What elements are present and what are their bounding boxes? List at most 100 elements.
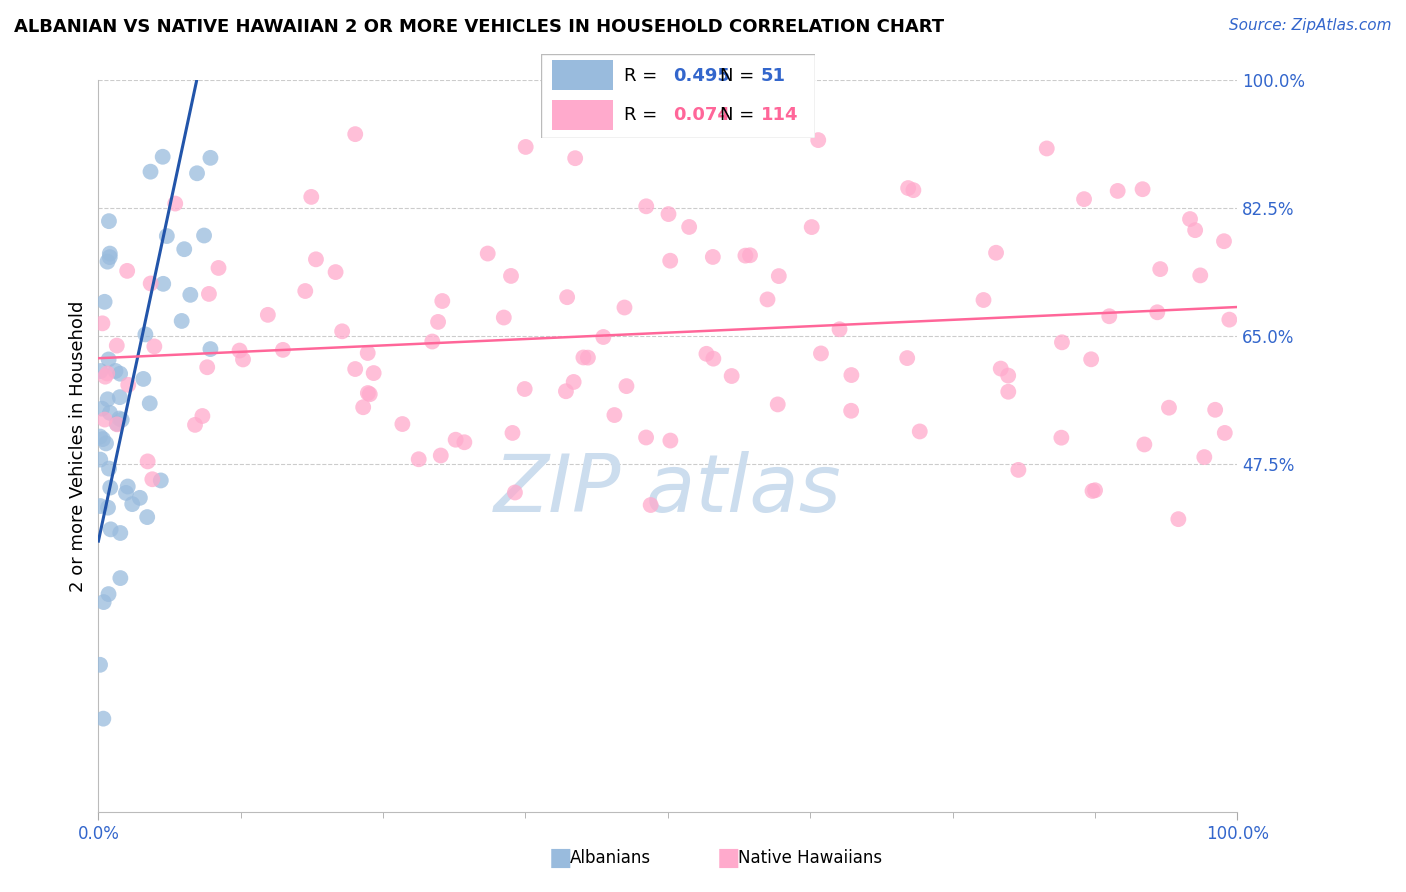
Point xyxy=(1081,483,1104,498)
Point xyxy=(562,375,585,389)
Point xyxy=(91,712,114,726)
Point xyxy=(1050,335,1073,350)
Point xyxy=(136,510,159,524)
Point xyxy=(91,401,114,416)
Point xyxy=(93,595,115,609)
Point xyxy=(305,252,328,267)
Text: ■: ■ xyxy=(717,847,741,870)
Text: ZIP atlas: ZIP atlas xyxy=(494,450,842,529)
Point xyxy=(659,434,682,448)
Point xyxy=(1157,401,1180,415)
Point xyxy=(1007,463,1029,477)
Point xyxy=(734,249,756,263)
Bar xyxy=(553,100,613,130)
Point xyxy=(104,364,127,378)
Point xyxy=(429,449,451,463)
Bar xyxy=(553,60,613,90)
Point xyxy=(659,253,682,268)
Point xyxy=(984,245,1007,260)
Text: 0.495: 0.495 xyxy=(673,68,730,86)
Point xyxy=(427,315,450,329)
Text: Source: ZipAtlas.com: Source: ZipAtlas.com xyxy=(1229,18,1392,33)
Point xyxy=(501,425,523,440)
Point xyxy=(98,481,121,495)
Point xyxy=(108,367,131,381)
Point xyxy=(91,432,114,446)
Point xyxy=(152,277,174,291)
Point xyxy=(695,347,717,361)
Y-axis label: 2 or more Vehicles in Household: 2 or more Vehicles in Household xyxy=(69,301,87,591)
Point xyxy=(903,183,925,197)
Text: R =: R = xyxy=(624,105,662,123)
Point xyxy=(97,352,120,367)
Point xyxy=(1107,184,1129,198)
Point xyxy=(897,181,920,195)
Point xyxy=(91,316,114,330)
Point xyxy=(515,140,537,154)
Point xyxy=(97,587,120,601)
Point xyxy=(193,228,215,243)
Point xyxy=(616,379,638,393)
Point xyxy=(207,260,229,275)
Point xyxy=(492,310,515,325)
Point xyxy=(89,429,111,443)
Point xyxy=(756,293,779,307)
Point xyxy=(640,498,662,512)
Point xyxy=(613,301,636,315)
Point xyxy=(170,314,193,328)
Point xyxy=(165,196,187,211)
Point xyxy=(344,362,367,376)
Point xyxy=(408,452,430,467)
Point xyxy=(997,384,1019,399)
Point xyxy=(1146,305,1168,319)
Point xyxy=(141,472,163,486)
Point xyxy=(228,343,250,358)
Point xyxy=(1073,192,1095,206)
Point xyxy=(121,497,143,511)
Point xyxy=(513,382,536,396)
Point xyxy=(363,366,385,380)
Point xyxy=(1213,234,1236,248)
Point xyxy=(1080,352,1102,367)
Point xyxy=(96,367,118,381)
Point xyxy=(657,207,679,221)
Point xyxy=(257,308,280,322)
Point xyxy=(702,351,724,366)
Point xyxy=(997,368,1019,383)
Point xyxy=(1098,310,1121,324)
Point xyxy=(357,346,380,360)
Point xyxy=(97,392,120,407)
Point xyxy=(1213,425,1236,440)
Point xyxy=(139,164,162,178)
Point xyxy=(200,342,222,356)
Point xyxy=(499,268,522,283)
Point xyxy=(139,277,162,291)
Point xyxy=(1178,212,1201,227)
Point xyxy=(766,397,789,411)
Point xyxy=(132,372,155,386)
Point xyxy=(330,324,353,338)
Point xyxy=(576,351,599,365)
Point xyxy=(359,387,381,401)
Point xyxy=(89,452,111,467)
Text: ALBANIAN VS NATIVE HAWAIIAN 2 OR MORE VEHICLES IN HOUSEHOLD CORRELATION CHART: ALBANIAN VS NATIVE HAWAIIAN 2 OR MORE VE… xyxy=(14,18,945,36)
Point xyxy=(134,327,156,342)
Text: 114: 114 xyxy=(761,105,799,123)
Point xyxy=(94,436,117,450)
Point xyxy=(294,284,316,298)
Point xyxy=(1218,312,1240,326)
Point xyxy=(1132,182,1154,196)
Point xyxy=(111,413,134,427)
Point xyxy=(444,433,467,447)
Point xyxy=(678,219,700,234)
Point xyxy=(143,339,166,353)
Point xyxy=(173,242,195,256)
Point xyxy=(503,485,526,500)
Point xyxy=(800,220,823,235)
Point xyxy=(555,290,578,304)
Point xyxy=(299,190,322,204)
Point xyxy=(139,396,162,410)
Point xyxy=(96,254,118,268)
Point xyxy=(738,248,761,262)
Point xyxy=(564,151,586,165)
